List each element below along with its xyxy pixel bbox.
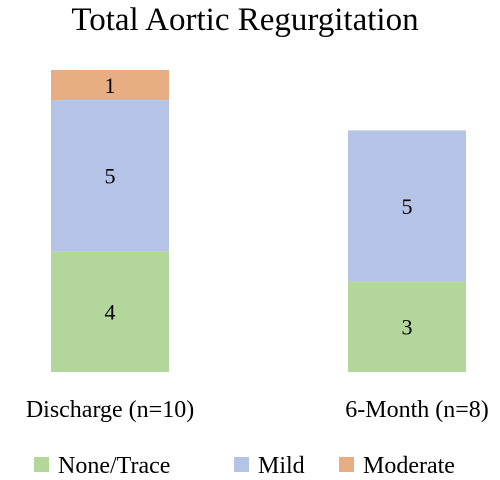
- bars-group: 4 5 1 3 5: [51, 70, 466, 372]
- legend: None/Trace Mild Moderate: [34, 453, 455, 479]
- legend-swatch-mild: [234, 457, 249, 472]
- legend-swatch-moderate: [339, 457, 354, 472]
- data-label-none-trace-1: 3: [402, 315, 413, 340]
- category-label-1: 6-Month (n=8): [345, 397, 489, 423]
- bar-segment-mild-1: [348, 130, 466, 282]
- legend-label-none-trace: None/Trace: [58, 453, 170, 479]
- bar-segment-none-trace-1: [348, 281, 466, 372]
- bar-segment-none-trace-0: [51, 251, 169, 372]
- data-label-mild-0: 5: [105, 164, 116, 189]
- bar-segment-mild-0: [51, 100, 169, 252]
- category-label-0: Discharge (n=10): [26, 397, 194, 423]
- legend-swatch-none-trace: [34, 457, 49, 472]
- data-label-none-trace-0: 4: [105, 300, 116, 325]
- data-label-moderate-0: 1: [105, 73, 116, 98]
- legend-label-mild: Mild: [258, 453, 305, 479]
- category-labels: Discharge (n=10) 6-Month (n=8): [26, 397, 489, 423]
- chart-title: Total Aortic Regurgitation: [71, 2, 418, 38]
- legend-label-moderate: Moderate: [363, 453, 455, 479]
- bar-segment-moderate-0: [51, 70, 169, 101]
- data-label-mild-1: 5: [402, 194, 413, 219]
